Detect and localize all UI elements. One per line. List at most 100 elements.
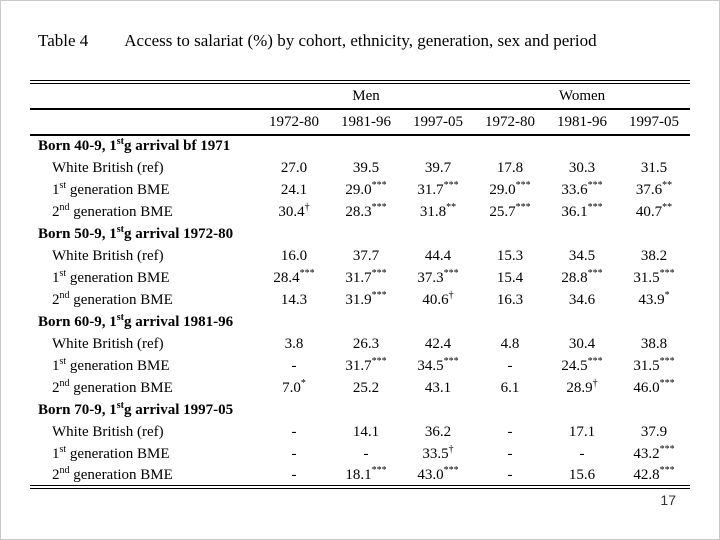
significance-marker: *** [659,464,675,476]
cohort-heading: Born 40-9, 1stg arrival bf 1971 [38,136,231,155]
group-header-spacer [30,82,258,110]
table-cell: 46.0*** [633,377,675,396]
table-cell: 44.4 [424,247,452,264]
significance-marker: *** [443,355,459,367]
table-cell: 31.7*** [345,355,387,374]
significance-marker: st [59,179,67,191]
significance-marker: *** [443,179,459,191]
significance-marker: st [116,136,124,147]
table-cell: 40.7** [635,201,673,220]
period-header: 1997-05 [618,109,691,136]
row-label: White British (ref) [52,159,164,176]
table-label: Table 4 [38,31,89,50]
significance-marker: *** [371,289,387,301]
period-header-spacer [30,109,258,136]
significance-marker: *** [371,201,387,213]
significance-marker: *** [371,267,387,279]
page-number: 17 [660,492,676,508]
row-label: 1st generation BME [52,267,170,286]
table-cell: 16.0 [280,247,308,264]
table-cell: 28.8*** [561,267,603,286]
significance-marker: † [448,289,454,301]
significance-marker: *** [659,443,675,455]
cohort-heading: Born 50-9, 1stg arrival 1972-80 [38,223,234,242]
table-row: White British (ref) 16.0 37.7 44.4 15.3 34.5 3… [30,245,690,267]
significance-marker: *** [587,179,603,191]
table-cell: 43.0*** [417,464,459,483]
table-cell: 28.3*** [345,201,387,220]
table-cell: 29.0*** [345,179,387,198]
row-label: 1st generation BME [52,179,170,198]
table-cell: 30.4† [278,201,310,220]
significance-marker: *** [371,179,387,191]
row-label: 1st generation BME [52,443,170,462]
significance-marker: st [116,399,124,411]
significance-marker: st [59,443,67,455]
table-row: 2nd generation BME 14.3 31.9*** 40.6† 16.3 34… [30,289,690,311]
significance-marker: ** [446,201,457,213]
table-cell: - [291,423,297,440]
table-cell: 17.1 [568,423,596,440]
table-cell: - [507,423,513,440]
table-cell: 28.4*** [273,267,315,286]
table-cell: 39.5 [352,159,380,176]
table-row: 2nd generation BME 7.0* 25.2 43.1 6.1 28.9† 46… [30,377,690,399]
table-row: White British (ref) - 14.1 36.2 - 17.1 37.9 [30,421,690,443]
table-cell: 15.4 [496,269,524,286]
cohort-heading: Born 60-9, 1stg arrival 1981-96 [38,311,234,330]
table-cell: 30.4 [568,335,596,352]
table-row: 1st generation BME - 31.7*** 34.5*** - 24.5**… [30,355,690,377]
table-cell: - [507,445,513,462]
table-cell: 33.5† [422,443,454,462]
table-cell: 34.5 [568,247,596,264]
significance-marker: † [448,443,454,455]
period-header: 1997-05 [402,109,475,136]
period-header: 1981-96 [330,109,402,136]
row-label: White British (ref) [52,335,164,352]
table-caption: Access to salariat (%) by cohort, ethnic… [124,31,597,50]
table-cell: 16.3 [496,291,524,308]
row-label: White British (ref) [52,247,164,264]
significance-marker: ** [662,201,673,213]
group-header-row: Men Women [30,82,691,110]
table-row: White British (ref) 27.0 39.5 39.7 17.8 30.3 3… [30,157,690,179]
row-label: 2nd generation BME [52,464,173,483]
significance-marker: nd [59,377,70,389]
significance-marker: *** [659,355,675,367]
table-cell: 4.8 [500,335,520,352]
table-cell: 40.6† [422,289,454,308]
table-cell: 15.3 [496,247,524,264]
table-row: 2nd generation BME - 18.1*** 43.0*** - 15.6 42… [30,465,690,487]
significance-marker: *** [587,267,603,279]
table-cell: 24.1 [280,181,308,198]
significance-marker: nd [59,289,70,301]
table-cell: 15.6 [568,466,596,483]
cohort-heading-row: Born 40-9, 1stg arrival bf 1971 [30,135,690,157]
table-row: 1st generation BME - - 33.5† - - 43.2*** [30,443,690,465]
table-cell: 36.1*** [561,201,603,220]
cohort-heading-row: Born 60-9, 1stg arrival 1981-96 [30,311,690,333]
significance-marker: † [304,201,310,213]
significance-marker: nd [59,464,70,476]
salariat-table: Men Women 1972-80 1981-96 1997-05 1972-80 19… [30,80,691,489]
group-header-men: Men [258,82,475,110]
table-row: 1st generation BME 28.4*** 31.7*** 37.3*** 1… [30,267,690,289]
table-cell: 18.1*** [345,464,387,483]
period-header: 1972-80 [474,109,547,136]
significance-marker: ** [662,179,673,191]
table-cell: 6.1 [500,379,520,396]
significance-marker: *** [299,267,315,279]
table-cell: 31.5*** [633,267,675,286]
table-cell: - [291,357,297,374]
table-cell: 31.5*** [633,355,675,374]
row-label: 2nd generation BME [52,377,173,396]
significance-marker: *** [371,355,387,367]
table-cell: 43.1 [424,379,452,396]
table-cell: 37.9 [640,423,668,440]
significance-marker: *** [659,267,675,279]
table-cell: 38.2 [640,247,668,264]
table-cell: 43.9* [638,289,670,308]
table-cell: 42.4 [424,335,452,352]
table-cell: 33.6*** [561,179,603,198]
